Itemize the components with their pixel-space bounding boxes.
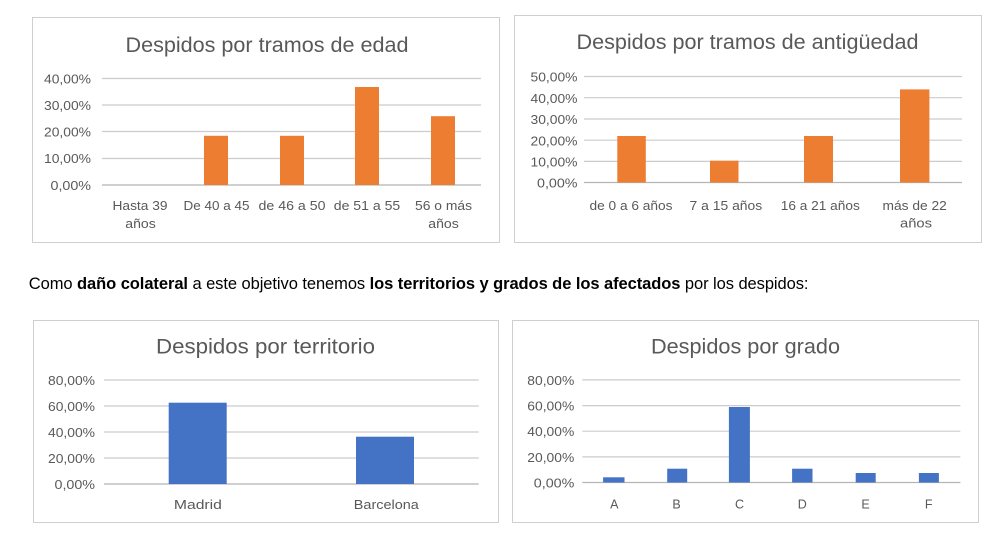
svg-text:40,00%: 40,00% [527, 425, 574, 439]
svg-text:56 o más: 56 o más [415, 199, 472, 213]
svg-text:20,00%: 20,00% [527, 451, 574, 465]
svg-text:0,00%: 0,00% [537, 177, 578, 191]
svg-text:Despidos por territorio: Despidos por territorio [156, 336, 375, 359]
svg-text:16 a 21 años: 16 a 21 años [781, 199, 860, 213]
svg-text:0,00%: 0,00% [534, 476, 575, 490]
svg-text:B: B [672, 497, 680, 511]
svg-text:50,00%: 50,00% [531, 71, 578, 85]
svg-text:30,00%: 30,00% [44, 99, 91, 113]
svg-text:10,00%: 10,00% [44, 152, 91, 166]
svg-text:Hasta 39: Hasta 39 [113, 199, 168, 213]
svg-text:E: E [861, 497, 869, 511]
svg-text:Despidos por tramos de antigüe: Despidos por tramos de antigüedad [577, 31, 919, 54]
svg-text:20,00%: 20,00% [44, 126, 91, 140]
svg-text:0,00%: 0,00% [55, 478, 96, 492]
svg-text:de 51 a 55: de 51 a 55 [334, 199, 401, 213]
svg-text:10,00%: 10,00% [531, 156, 578, 170]
svg-text:de 0 a 6 años: de 0 a 6 años [590, 199, 673, 213]
svg-text:Despidos por tramos de edad: Despidos por tramos de edad [126, 34, 409, 57]
svg-text:de 46 a 50: de 46 a 50 [259, 199, 326, 213]
svg-text:80,00%: 80,00% [527, 374, 574, 388]
svg-text:20,00%: 20,00% [48, 452, 95, 466]
svg-text:40,00%: 40,00% [531, 92, 578, 106]
svg-text:D: D [798, 497, 807, 511]
svg-text:40,00%: 40,00% [48, 426, 95, 440]
svg-text:7 a 15 años: 7 a 15 años [690, 199, 763, 213]
svg-text:años: años [900, 217, 932, 231]
svg-text:60,00%: 60,00% [527, 400, 574, 414]
svg-text:más de 22: más de 22 [883, 199, 947, 213]
svg-text:Barcelona: Barcelona [354, 498, 419, 512]
svg-text:40,00%: 40,00% [44, 73, 91, 87]
svg-text:C: C [735, 497, 744, 511]
svg-text:F: F [925, 497, 933, 511]
svg-text:años: años [428, 217, 459, 231]
svg-text:20,00%: 20,00% [531, 134, 578, 148]
svg-text:De 40 a 45: De 40 a 45 [184, 199, 250, 213]
svg-text:Madrid: Madrid [174, 498, 222, 512]
svg-text:0,00%: 0,00% [51, 179, 92, 193]
svg-text:60,00%: 60,00% [48, 400, 95, 414]
svg-text:30,00%: 30,00% [531, 113, 578, 127]
svg-text:Despidos por grado: Despidos por grado [651, 336, 840, 359]
svg-text:80,00%: 80,00% [48, 374, 95, 388]
svg-text:A: A [610, 497, 619, 511]
svg-text:años: años [125, 217, 156, 231]
